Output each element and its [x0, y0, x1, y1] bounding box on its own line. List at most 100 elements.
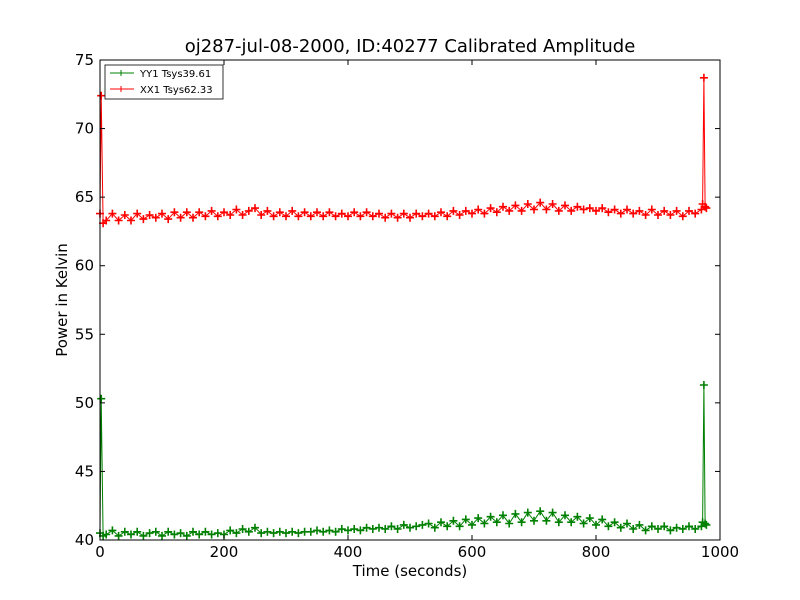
- data-point-xx1: [455, 211, 464, 219]
- data-point-yy1: [536, 507, 545, 516]
- data-point-yy1: [182, 531, 191, 540]
- data-point-yy1: [244, 527, 253, 536]
- data-point-xx1: [251, 204, 259, 213]
- data-point-xx1: [623, 205, 631, 214]
- data-point-yy1: [573, 512, 582, 521]
- data-point-xx1: [114, 216, 123, 225]
- data-point-xx1: [579, 205, 588, 214]
- data-point-xx1: [654, 211, 662, 219]
- data-point-xx1: [294, 212, 303, 221]
- axis-ticks: 0 200 400 600 800 1000 40 45 50 55 60 65 70 75: [75, 51, 739, 561]
- y-tick-label: 70: [75, 120, 94, 138]
- data-point-yy1: [691, 525, 700, 533]
- data-point-yy1: [702, 520, 711, 529]
- data-point-yy1: [133, 527, 142, 536]
- legend-entry-xx1: XX1 Tsys62.33: [110, 85, 213, 96]
- data-point-xx1: [362, 208, 371, 217]
- data-point-xx1: [437, 208, 445, 217]
- data-point-yy1: [275, 527, 284, 536]
- data-point-yy1: [164, 527, 173, 536]
- data-point-yy1: [641, 526, 650, 535]
- plot-frame: [99, 59, 721, 541]
- legend-entry-yy1: YY1 Tsys39.61: [110, 69, 211, 80]
- legend-marker-xx1: [118, 86, 124, 92]
- data-point-xx1: [672, 206, 681, 215]
- data-point-xx1: [269, 212, 278, 221]
- data-point-xx1: [678, 212, 687, 221]
- data-point-yy1: [561, 511, 569, 520]
- data-point-xx1: [412, 209, 421, 218]
- data-point-yy1: [424, 519, 433, 528]
- data-point-yy1: [257, 529, 266, 538]
- data-point-yy1: [511, 509, 520, 518]
- data-point-xx1: [474, 205, 483, 214]
- legend-label-xx1: XX1 Tsys62.33: [140, 85, 213, 96]
- data-point-yy1: [449, 516, 458, 525]
- data-point-yy1: [325, 526, 334, 535]
- data-point-xx1: [536, 198, 545, 207]
- data-point-yy1: [251, 523, 259, 532]
- chart-title: oj287-jul-08-2000, ID:40277 Calibrated A…: [185, 36, 636, 57]
- data-point-xx1: [350, 208, 359, 217]
- data-point-xx1: [182, 208, 191, 217]
- data-point-xx1: [530, 205, 538, 214]
- data-point-xx1: [238, 211, 247, 219]
- data-point-xx1: [666, 211, 675, 219]
- data-point-yy1: [232, 529, 241, 538]
- data-point-xx1: [505, 206, 514, 215]
- x-axis-label: Time (seconds): [352, 562, 468, 580]
- data-point-yy1: [567, 518, 576, 527]
- data-point-yy1: [368, 525, 377, 533]
- data-point-yy1: [542, 516, 551, 525]
- data-point-xx1: [542, 205, 551, 214]
- data-point-yy1: [306, 527, 315, 536]
- data-point-yy1: [207, 530, 216, 539]
- data-point-xx1: [145, 211, 154, 219]
- data-point-yy1: [598, 515, 607, 524]
- data-point-xx1: [387, 209, 396, 218]
- data-point-yy1: [282, 529, 290, 538]
- data-point-yy1: [226, 526, 235, 535]
- data-point-yy1: [213, 529, 222, 538]
- data-point-yy1: [430, 523, 439, 532]
- y-tick-label: 55: [75, 325, 94, 343]
- data-point-xx1: [319, 212, 328, 221]
- data-point-xx1: [616, 209, 625, 218]
- data-point-yy1: [344, 526, 352, 535]
- data-point-xx1: [573, 202, 582, 211]
- data-point-xx1: [393, 213, 402, 222]
- data-point-yy1: [189, 527, 197, 536]
- data-point-xx1: [561, 201, 569, 210]
- data-point-yy1: [201, 527, 210, 536]
- x-tick-label: 600: [458, 543, 487, 561]
- data-point-yy1: [492, 518, 501, 527]
- data-point-xx1: [641, 211, 650, 219]
- data-point-yy1: [331, 527, 340, 536]
- data-point-xx1: [226, 211, 235, 219]
- data-point-xx1: [220, 208, 228, 217]
- data-point-yy1: [437, 518, 445, 527]
- data-point-yy1: [375, 523, 383, 532]
- data-point-xx1: [139, 215, 148, 224]
- x-tick-label: 1000: [701, 543, 739, 561]
- data-point-xx1: [685, 206, 693, 215]
- data-point-yy1: [412, 522, 421, 531]
- data-point-yy1: [337, 525, 346, 533]
- data-point-xx1: [492, 208, 501, 217]
- data-point-yy1: [127, 530, 135, 539]
- data-point-xx1: [449, 206, 458, 215]
- data-point-xx1: [629, 209, 638, 218]
- data-point-xx1: [424, 209, 433, 218]
- data-point-xx1: [567, 206, 576, 215]
- data-point-yy1: [269, 529, 278, 538]
- data-point-xx1: [647, 205, 656, 214]
- data-point-xx1: [207, 206, 216, 215]
- legend: YY1 Tsys39.61 XX1 Tsys62.33: [104, 64, 224, 100]
- data-point-xx1: [598, 204, 607, 213]
- data-point-yy1: [554, 518, 563, 527]
- data-point-xx1: [313, 208, 321, 217]
- data-point-yy1: [97, 394, 106, 403]
- data-point-yy1: [139, 531, 148, 540]
- data-point-xx1: [325, 208, 334, 217]
- data-point-xx1: [195, 208, 204, 217]
